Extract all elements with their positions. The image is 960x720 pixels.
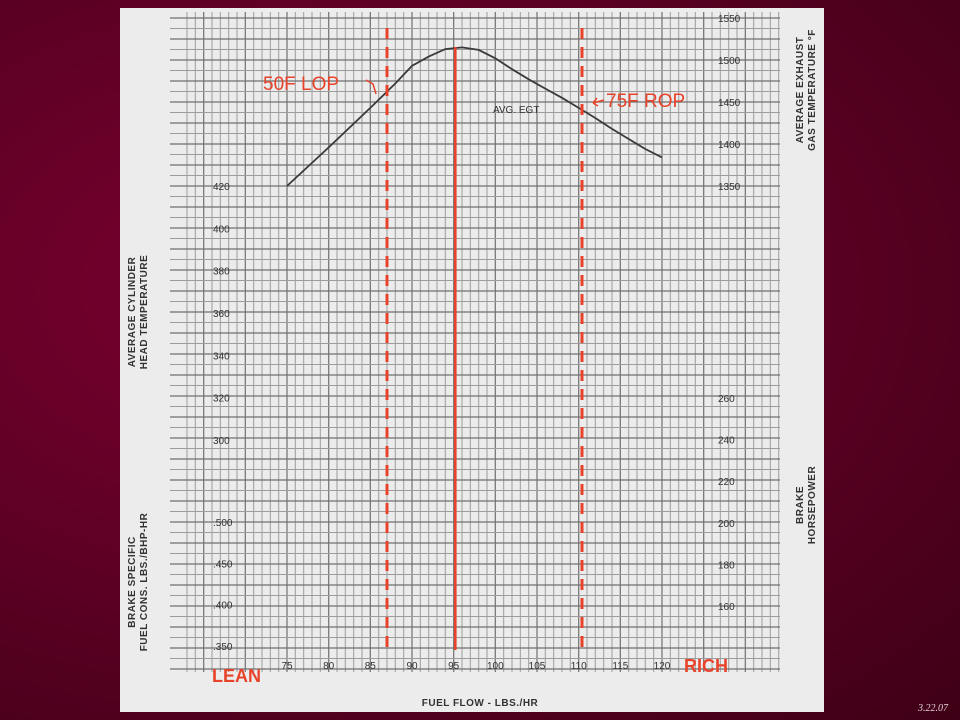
grid xyxy=(170,12,780,672)
hp-tick-label: 240 xyxy=(718,436,735,447)
x-tick-label: 90 xyxy=(406,661,418,672)
egt-tick-label: 1550 xyxy=(718,14,741,25)
x-tick-label: 105 xyxy=(529,661,546,672)
cht-tick-label: 340 xyxy=(213,351,230,362)
x-tick-label: 115 xyxy=(612,661,628,672)
hp-tick-label: 200 xyxy=(718,519,735,530)
x-tick-label: 110 xyxy=(571,661,587,672)
hp-tick-label: 220 xyxy=(718,477,735,488)
bsfc-tick-label: .400 xyxy=(213,601,233,612)
egt-axis-title-line: AVERAGE EXHAUST xyxy=(795,37,806,144)
egt-series-label: AVG. EGT xyxy=(493,105,540,116)
x-axis-title: FUEL FLOW - LBS./HR xyxy=(422,698,539,709)
cht-tick-label: 380 xyxy=(213,267,230,278)
bsfc-axis-title-line: FUEL CONS. LBS./BHP-HR xyxy=(139,512,150,651)
bsfc-tick-label: .500 xyxy=(213,518,233,529)
bsfc-axis-title: BRAKE SPECIFIC FUEL CONS. LBS./BHP-HR xyxy=(127,512,150,651)
date-stamp: 3.22.07 xyxy=(918,703,948,714)
cht-tick-label: 300 xyxy=(213,436,230,447)
cht-axis-title: AVERAGE CYLINDER HEAD TEMPERATURE xyxy=(127,255,150,369)
egt-axis-title-line: GAS TEMPERATURE °F xyxy=(807,29,818,151)
hp-axis-title-line: BRAKE xyxy=(795,486,806,524)
cht-tick-label: 360 xyxy=(213,309,230,320)
x-tick-label: 120 xyxy=(654,661,671,672)
cht-tick-label: 420 xyxy=(213,182,230,193)
hp-axis-title-line: HORSEPOWER xyxy=(807,466,818,545)
egt-tick-label: 1350 xyxy=(718,182,741,193)
reference-lines xyxy=(385,28,584,650)
egt-series-line xyxy=(286,46,663,187)
cht-axis-title-line: HEAD TEMPERATURE xyxy=(139,255,150,369)
series: AVG. EGT xyxy=(286,46,663,187)
cht-axis-title-line: AVERAGE CYLINDER xyxy=(127,256,138,367)
hp-tick-label: 260 xyxy=(718,394,735,405)
cht-tick-label: 400 xyxy=(213,224,230,235)
axis-titles: FUEL FLOW - LBS./HR AVERAGE EXHAUST GAS TE… xyxy=(127,29,818,709)
bsfc-axis-title-line: BRAKE SPECIFIC xyxy=(127,536,138,627)
x-tick-label: 85 xyxy=(365,661,377,672)
rich-label: RICH xyxy=(684,656,728,676)
x-tick-label: 75 xyxy=(281,661,293,672)
egt-tick-label: 1450 xyxy=(718,98,741,109)
tick-labels: 75 80 85 90 95 100 105 110 115 120 1350 1400 1450 150… xyxy=(213,14,741,672)
lop-annotation: 50F LOP xyxy=(263,74,339,95)
lop-arrow-icon xyxy=(365,79,377,95)
hp-tick-label: 160 xyxy=(718,602,735,613)
x-tick-label: 100 xyxy=(487,661,504,672)
egt-axis-title: AVERAGE EXHAUST GAS TEMPERATURE °F xyxy=(795,29,818,151)
lean-label: LEAN xyxy=(212,666,261,686)
bsfc-tick-label: .450 xyxy=(213,559,233,570)
rop-annotation: 75F ROP xyxy=(606,91,685,112)
cht-tick-label: 320 xyxy=(213,394,230,405)
hp-tick-label: 180 xyxy=(718,560,735,571)
annotations: 50F LOP 75F ROP LEAN RICH xyxy=(212,74,728,686)
x-tick-label: 80 xyxy=(323,661,335,672)
egt-tick-label: 1400 xyxy=(718,140,741,151)
x-tick-label: 95 xyxy=(448,661,460,672)
hp-axis-title: BRAKE HORSEPOWER xyxy=(795,466,818,545)
egt-tick-label: 1500 xyxy=(718,56,741,67)
bsfc-tick-label: .350 xyxy=(213,642,233,653)
rop-arrow-icon xyxy=(592,97,605,107)
